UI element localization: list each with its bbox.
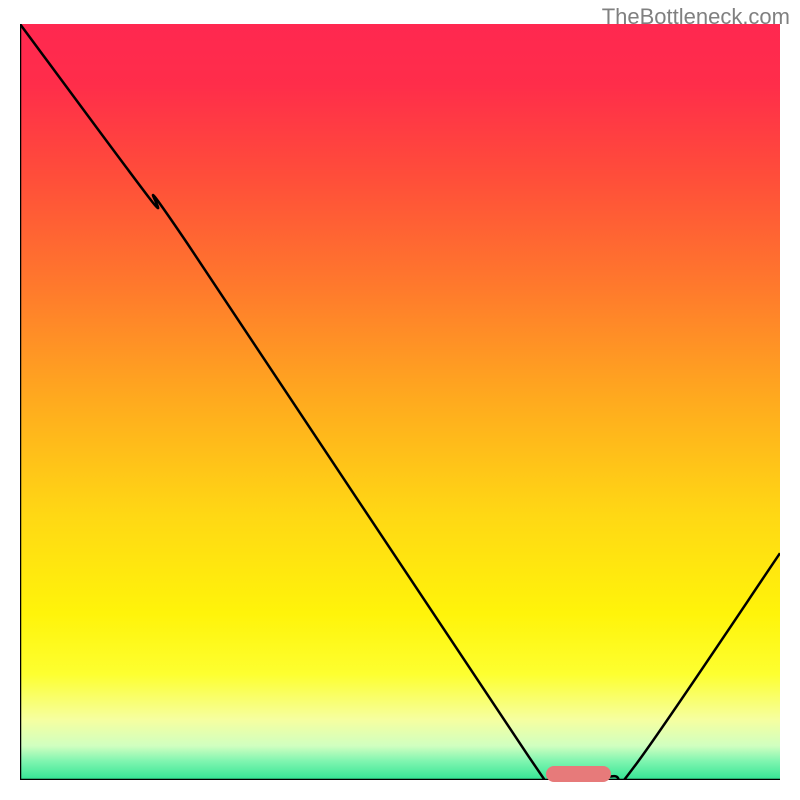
watermark-text: TheBottleneck.com [602, 4, 790, 30]
optimal-marker [546, 766, 611, 783]
gradient-background [20, 24, 780, 780]
chart-area [20, 24, 780, 780]
